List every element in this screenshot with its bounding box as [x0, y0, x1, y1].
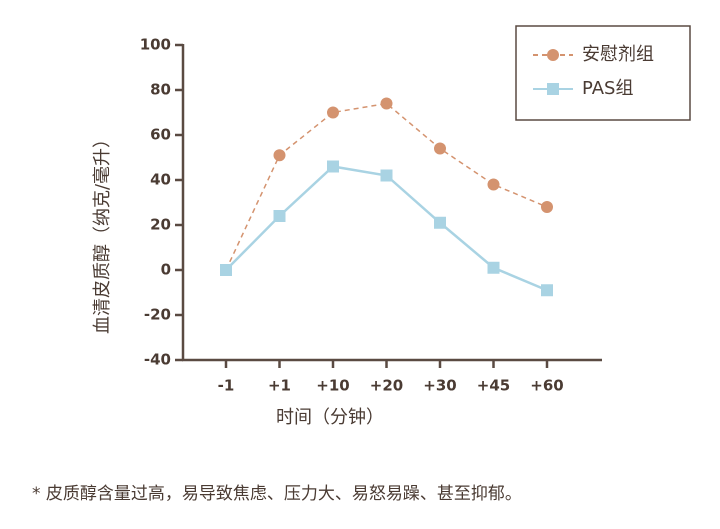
data-point [220, 264, 232, 276]
data-point [327, 106, 339, 119]
data-point [380, 169, 393, 182]
data-point [487, 261, 500, 274]
y-tick-label: -40 [144, 351, 171, 369]
y-tick-label: 100 [140, 36, 171, 54]
legend-box [515, 25, 691, 121]
legend-marker [547, 83, 559, 95]
data-point [541, 284, 553, 297]
x-axis-label: 时间（分钟） [276, 407, 384, 428]
data-point [273, 149, 286, 162]
x-tick-label: -1 [218, 377, 235, 395]
data-point [380, 97, 393, 110]
data-point [434, 216, 446, 229]
data-point [273, 210, 286, 222]
y-axis-label: 血清皮质醇（纳克/毫升） [92, 130, 113, 334]
data-point [434, 142, 446, 155]
y-tick-label: 40 [150, 171, 171, 189]
y-tick-label: 0 [161, 261, 171, 279]
x-tick-label: +1 [268, 377, 291, 395]
x-tick-label: +10 [316, 377, 349, 395]
legend-label: PAS组 [582, 78, 633, 99]
data-point [487, 178, 500, 191]
y-tick-label: 20 [150, 216, 171, 234]
legend-marker [547, 49, 559, 61]
x-tick-label: +45 [477, 377, 510, 395]
footnote: * 皮质醇含量过高，易导致焦虑、压力大、易怒易躁、甚至抑郁。 [32, 484, 522, 504]
y-tick-label: -20 [144, 306, 171, 324]
x-tick-label: +60 [530, 377, 563, 395]
y-tick-label: 80 [150, 81, 171, 99]
x-tick-label: +20 [370, 377, 403, 395]
legend-label: 安慰剂组 [582, 44, 654, 65]
data-point [327, 160, 339, 173]
data-point [541, 201, 553, 213]
x-tick-label: +30 [423, 377, 456, 395]
y-tick-label: 60 [150, 126, 171, 144]
